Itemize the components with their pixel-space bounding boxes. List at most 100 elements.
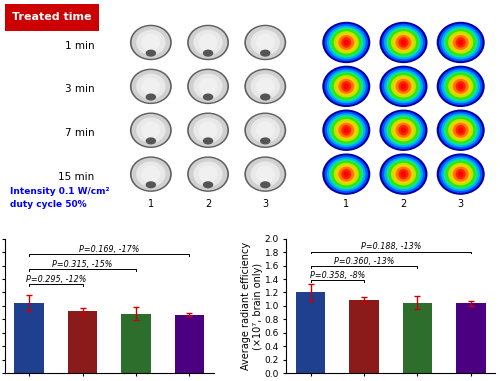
Text: P=0.358, -8%: P=0.358, -8%: [310, 271, 365, 280]
Ellipse shape: [332, 29, 361, 56]
Ellipse shape: [398, 169, 408, 179]
Ellipse shape: [256, 165, 274, 183]
Ellipse shape: [329, 71, 364, 101]
Bar: [122, 314, 150, 373]
Ellipse shape: [260, 93, 270, 101]
Ellipse shape: [198, 165, 218, 183]
Ellipse shape: [342, 37, 351, 48]
Ellipse shape: [344, 83, 349, 89]
Ellipse shape: [329, 27, 364, 58]
Ellipse shape: [338, 79, 354, 94]
Ellipse shape: [256, 34, 274, 51]
Ellipse shape: [458, 171, 464, 177]
Ellipse shape: [329, 159, 364, 189]
Ellipse shape: [450, 77, 471, 96]
Ellipse shape: [393, 77, 414, 96]
Ellipse shape: [334, 75, 359, 98]
Ellipse shape: [203, 93, 213, 101]
Ellipse shape: [250, 74, 280, 99]
Ellipse shape: [244, 156, 286, 192]
Ellipse shape: [439, 24, 482, 61]
Ellipse shape: [203, 50, 213, 57]
Ellipse shape: [388, 29, 418, 56]
Y-axis label: Average radiant efficiency
(×10⁷, brain only): Average radiant efficiency (×10⁷, brain …: [242, 242, 263, 370]
Ellipse shape: [401, 127, 406, 133]
Ellipse shape: [329, 115, 364, 145]
Ellipse shape: [198, 34, 218, 51]
Ellipse shape: [132, 70, 170, 103]
Ellipse shape: [246, 114, 284, 147]
Ellipse shape: [444, 71, 478, 101]
Ellipse shape: [446, 161, 476, 187]
Ellipse shape: [244, 112, 286, 148]
Text: P=0.188, -13%: P=0.188, -13%: [360, 242, 421, 251]
Text: P=0.360, -13%: P=0.360, -13%: [334, 256, 394, 266]
Ellipse shape: [380, 110, 428, 151]
Ellipse shape: [458, 127, 464, 133]
Ellipse shape: [336, 33, 356, 52]
Ellipse shape: [142, 34, 161, 51]
Text: duty cycle 50%: duty cycle 50%: [10, 200, 86, 209]
Ellipse shape: [441, 113, 480, 147]
Ellipse shape: [386, 27, 420, 58]
Ellipse shape: [142, 122, 161, 139]
Ellipse shape: [132, 158, 170, 190]
Ellipse shape: [384, 26, 423, 59]
Ellipse shape: [448, 75, 473, 98]
Ellipse shape: [386, 115, 420, 145]
Ellipse shape: [130, 156, 172, 192]
Ellipse shape: [439, 155, 482, 193]
Ellipse shape: [189, 114, 228, 147]
Ellipse shape: [189, 158, 228, 190]
Ellipse shape: [393, 165, 414, 184]
Ellipse shape: [336, 165, 356, 184]
Ellipse shape: [382, 24, 425, 61]
Ellipse shape: [130, 69, 172, 104]
Text: Treated time: Treated time: [12, 13, 92, 22]
Ellipse shape: [324, 111, 368, 149]
Bar: [456, 303, 486, 373]
Ellipse shape: [244, 69, 286, 104]
Ellipse shape: [130, 25, 172, 60]
Ellipse shape: [322, 22, 370, 63]
Ellipse shape: [336, 121, 356, 140]
Ellipse shape: [382, 155, 425, 193]
Ellipse shape: [187, 156, 229, 192]
Ellipse shape: [398, 81, 408, 91]
Text: 3: 3: [458, 199, 464, 210]
Ellipse shape: [136, 74, 166, 99]
Text: 3 min: 3 min: [64, 85, 94, 94]
Ellipse shape: [380, 22, 428, 63]
Ellipse shape: [401, 83, 406, 89]
Ellipse shape: [436, 110, 484, 151]
Ellipse shape: [398, 125, 408, 136]
Ellipse shape: [384, 69, 423, 103]
Ellipse shape: [194, 117, 222, 143]
Ellipse shape: [322, 154, 370, 195]
Text: 1: 1: [343, 199, 349, 210]
Ellipse shape: [146, 50, 156, 57]
Ellipse shape: [327, 113, 366, 147]
Ellipse shape: [452, 79, 468, 94]
Ellipse shape: [327, 69, 366, 103]
Ellipse shape: [130, 112, 172, 148]
Ellipse shape: [393, 33, 414, 52]
Ellipse shape: [344, 127, 349, 133]
Bar: [68, 311, 97, 373]
Ellipse shape: [338, 166, 354, 182]
Text: P=0.169, -17%: P=0.169, -17%: [79, 245, 140, 254]
Ellipse shape: [456, 169, 466, 179]
Bar: [350, 300, 378, 373]
Text: P=0.315, -15%: P=0.315, -15%: [52, 260, 112, 269]
Ellipse shape: [198, 122, 218, 139]
Text: P=0.295, -12%: P=0.295, -12%: [26, 275, 86, 284]
Ellipse shape: [401, 40, 406, 45]
Text: 1: 1: [148, 199, 154, 210]
Ellipse shape: [142, 165, 161, 183]
Ellipse shape: [189, 26, 228, 59]
Ellipse shape: [439, 67, 482, 105]
Ellipse shape: [384, 113, 423, 147]
Ellipse shape: [203, 137, 213, 144]
Ellipse shape: [396, 166, 411, 182]
Ellipse shape: [250, 161, 280, 187]
